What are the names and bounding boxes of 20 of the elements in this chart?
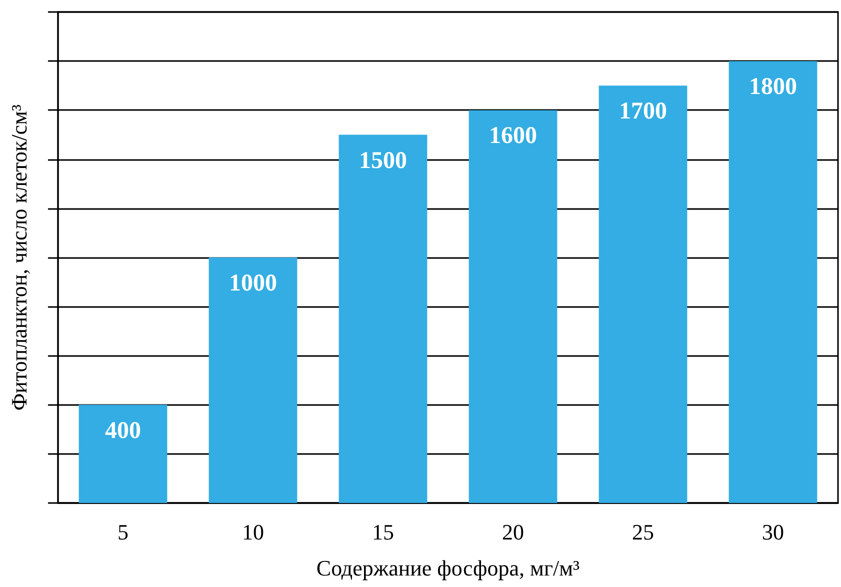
- bar: [338, 134, 428, 503]
- bar: [78, 404, 168, 503]
- x-tick-label: 25: [632, 520, 654, 544]
- data-label: 1600: [489, 123, 537, 150]
- data-label: 1500: [359, 148, 407, 174]
- data-label: 1800: [749, 74, 797, 100]
- x-tick-label: 5: [118, 520, 128, 544]
- bar: [208, 258, 298, 503]
- data-label: 1700: [619, 98, 667, 125]
- x-tick-label: 10: [242, 520, 264, 544]
- data-label: 1000: [229, 270, 277, 296]
- bar: [728, 61, 818, 503]
- bar: [598, 86, 688, 503]
- data-label: 400: [105, 418, 141, 444]
- x-tick-label: 20: [502, 520, 524, 544]
- x-axis-title: Содержание фосфора, мг/м³: [316, 556, 580, 580]
- bar: [468, 110, 558, 503]
- x-tick-label: 15: [372, 520, 394, 544]
- x-tick-label: 30: [762, 520, 784, 544]
- y-axis-title: Фитопланктон, число клеток/см³: [6, 104, 32, 411]
